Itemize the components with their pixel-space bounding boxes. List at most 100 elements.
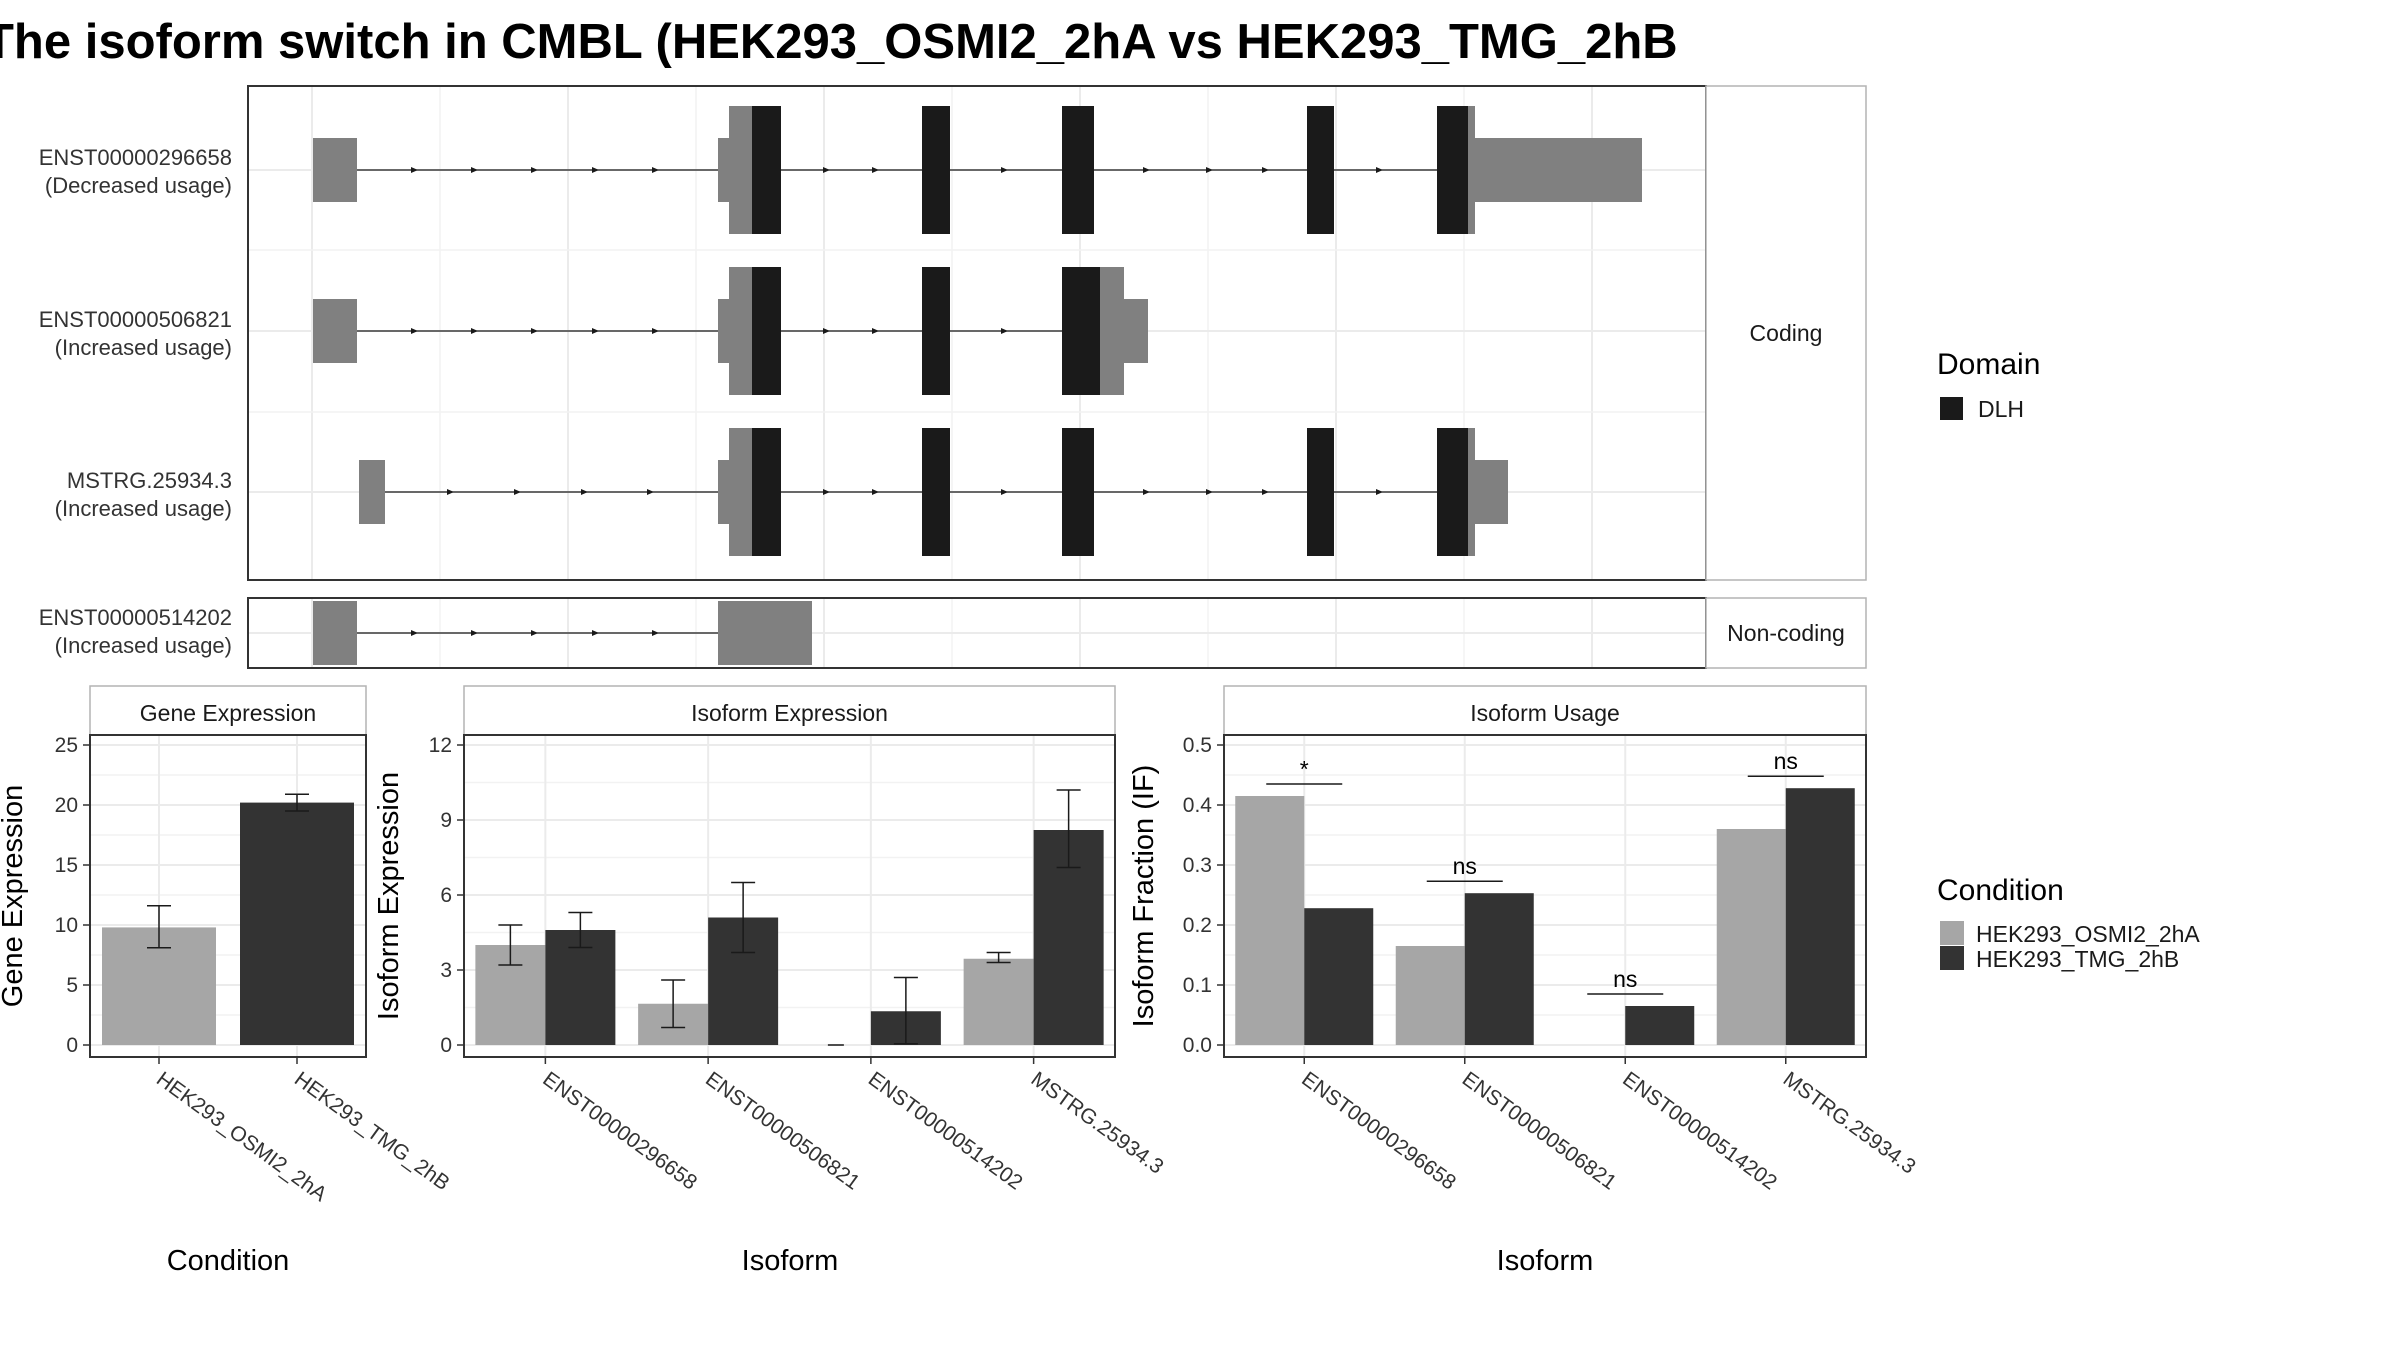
utr-exon (729, 428, 752, 556)
domain-legend: Domain DLH (1937, 348, 2040, 422)
direction-arrow-icon (872, 328, 879, 334)
utr-exon (729, 106, 752, 234)
dlh-domain-exon (1437, 106, 1468, 234)
condition-a-label: HEK293_OSMI2_2hA (1976, 921, 2200, 947)
direction-arrow-icon (592, 328, 599, 334)
direction-arrow-icon (1262, 167, 1269, 173)
utr-exon (1475, 460, 1508, 524)
y-tick-label: 0 (66, 1034, 78, 1057)
direction-arrow-icon (1376, 489, 1383, 495)
dlh-domain-exon (1437, 428, 1468, 556)
y-axis-title: Isoform Expression (373, 772, 405, 1020)
transcript-usage-label: (Increased usage) (55, 496, 232, 521)
significance-label: ns (1774, 748, 1798, 774)
y-tick-label: 0 (440, 1034, 452, 1057)
direction-arrow-icon (411, 328, 418, 334)
coding-strip (1705, 85, 1867, 581)
noncoding-strip-label: Non-coding (1727, 620, 1845, 646)
direction-arrow-icon (1143, 167, 1150, 173)
condition-b-swatch (1940, 946, 1964, 970)
utr-exon (359, 460, 385, 524)
bar (963, 958, 1034, 1045)
dlh-legend-swatch (1940, 397, 1963, 420)
bar (545, 930, 616, 1045)
direction-arrow-icon (531, 328, 538, 334)
noncoding-strip (1705, 597, 1867, 669)
y-tick-label: 0.2 (1183, 914, 1212, 937)
utr-exon (313, 601, 357, 665)
y-tick-label: 0.1 (1183, 974, 1212, 997)
direction-arrow-icon (823, 489, 830, 495)
y-tick-label: 9 (440, 809, 452, 832)
y-tick-label: 0.0 (1183, 1034, 1212, 1057)
figure-title: The isoform switch in CMBL (HEK293_OSMI2… (0, 15, 1678, 69)
y-tick-label: 0.3 (1183, 854, 1212, 877)
y-tick-label: 20 (55, 794, 78, 817)
direction-arrow-icon (1001, 167, 1008, 173)
dlh-domain-exon (752, 428, 781, 556)
bar (1716, 829, 1786, 1045)
bar (1304, 908, 1374, 1045)
error-bar (498, 924, 523, 966)
condition-a-swatch (1940, 921, 1964, 945)
error-bar (147, 905, 171, 949)
panel-strip (463, 685, 1116, 736)
transcript-usage-label: (Increased usage) (55, 633, 232, 658)
significance-label: ns (1613, 966, 1637, 992)
utr-exon (1475, 138, 1642, 202)
direction-arrow-icon (592, 630, 599, 636)
direction-arrow-icon (1206, 489, 1213, 495)
bar (1464, 893, 1534, 1045)
y-tick-label: 25 (55, 734, 78, 757)
error-bar (893, 976, 918, 1045)
panel-border (1223, 734, 1867, 1058)
direction-arrow-icon (1001, 489, 1008, 495)
direction-arrow-icon (514, 489, 521, 495)
error-bar (661, 979, 686, 1029)
utr-exon (729, 267, 752, 395)
panel-title: Isoform Expression (691, 700, 888, 726)
y-tick-label: 5 (66, 974, 78, 997)
direction-arrow-icon (1143, 489, 1150, 495)
utr-exon (313, 299, 357, 363)
panel-strip (1223, 685, 1867, 736)
y-tick-label: 12 (429, 734, 452, 757)
error-bar (986, 951, 1011, 964)
transcript-id-label: ENST00000514202 (39, 605, 232, 630)
significance-label: ns (1453, 853, 1477, 879)
dlh-domain-exon (1307, 428, 1334, 556)
x-axis-title: Isoform (1497, 1245, 1594, 1277)
direction-arrow-icon (471, 167, 478, 173)
transcript-usage-label: (Decreased usage) (45, 173, 232, 198)
utr-exon (313, 138, 357, 202)
direction-arrow-icon (411, 630, 418, 636)
utr-exon (718, 460, 729, 524)
direction-arrow-icon (823, 328, 830, 334)
dlh-domain-exon (922, 428, 950, 556)
y-tick-label: 6 (440, 884, 452, 907)
direction-arrow-icon (1262, 489, 1269, 495)
condition-legend: Condition HEK293_OSMI2_2hA HEK293_TMG_2h… (1937, 874, 2200, 972)
dlh-domain-exon (922, 267, 950, 395)
direction-arrow-icon (652, 630, 659, 636)
dlh-domain-exon (1062, 106, 1094, 234)
direction-arrow-icon (647, 489, 654, 495)
error-bar (731, 881, 756, 954)
bar (1625, 1006, 1695, 1045)
y-axis-title: Gene Expression (0, 785, 29, 1007)
transcript-id-label: ENST00000296658 (39, 145, 232, 170)
dlh-domain-exon (1307, 106, 1334, 234)
error-bar (1056, 789, 1081, 869)
domain-legend-title: Domain (1937, 348, 2040, 381)
utr-exon (1468, 106, 1475, 234)
y-tick-label: 3 (440, 959, 452, 982)
dlh-domain-exon (1062, 267, 1100, 395)
condition-b-label: HEK293_TMG_2hB (1976, 946, 2179, 972)
y-tick-label: 0.4 (1183, 794, 1213, 817)
x-axis-title: Condition (167, 1245, 290, 1277)
transcript-id-label: ENST00000506821 (39, 307, 232, 332)
panel-strip (89, 685, 367, 736)
transcript-structure-plot: ENST00000296658 (Decreased usage) ENST00… (39, 85, 1867, 669)
